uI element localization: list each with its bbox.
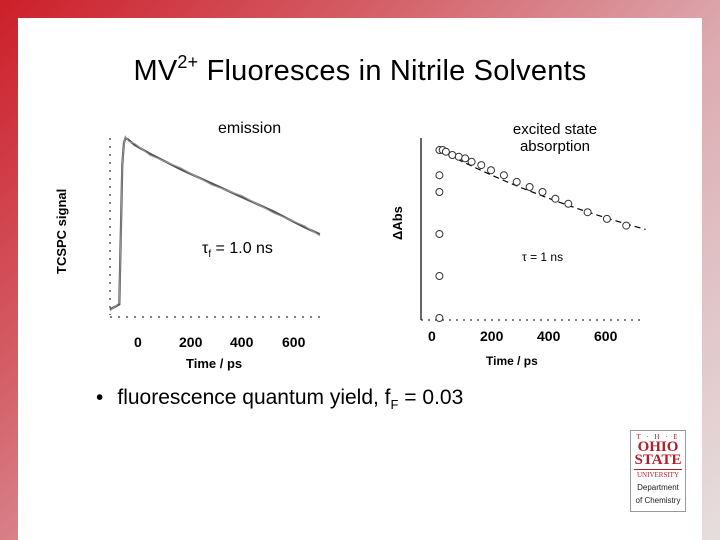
left-plot xyxy=(109,138,320,318)
esa-point xyxy=(512,177,521,186)
slide-title: MV2+ Fluoresces in Nitrile Solvents xyxy=(133,52,587,87)
left-xtick-400: 400 xyxy=(230,334,254,350)
esa-point xyxy=(487,166,495,175)
right-xtick-400: 400 xyxy=(537,328,561,344)
lifetime-annotation-left: τf = 1.0 ns xyxy=(202,240,273,261)
esa-point xyxy=(435,188,444,196)
left-xtick-600: 600 xyxy=(282,334,306,350)
left-xtick-0: 0 xyxy=(134,334,142,350)
right-xtick-600: 600 xyxy=(594,328,618,344)
esa-point xyxy=(435,171,444,180)
emission-trace xyxy=(109,136,321,311)
ohio-state-logo: T · H · E OHIO STATE UNIVERSITY Departme… xyxy=(630,430,686,512)
slide: MV2+ Fluoresces in Nitrile Solvents xyxy=(18,18,702,540)
esa-point xyxy=(622,221,631,230)
esa-point xyxy=(461,154,470,163)
right-plot xyxy=(420,138,640,321)
left-xlabel: Time / ps xyxy=(186,356,243,371)
esa-point xyxy=(477,161,486,170)
esa-point xyxy=(538,188,547,196)
esa-point xyxy=(499,171,508,180)
esa-point xyxy=(435,230,444,238)
emission-label: emission xyxy=(218,120,282,137)
emission-trace-raw xyxy=(109,135,321,312)
esa-point xyxy=(467,157,476,166)
right-xlabel: Time / ps xyxy=(486,354,538,368)
esa-point xyxy=(435,272,444,280)
lifetime-annotation-right: τ = 1 ns xyxy=(522,250,564,264)
bullet-quantum-yield: • fluorescence quantum yield, fF = 0.03 xyxy=(96,386,464,413)
right-ylabel: ΔAbs xyxy=(390,206,405,240)
esa-label: excited state absorption xyxy=(512,121,598,155)
esa-point xyxy=(564,199,573,208)
esa-point xyxy=(551,194,560,203)
esa-point xyxy=(441,147,450,156)
esa-point xyxy=(602,214,611,223)
esa-point xyxy=(448,151,457,159)
left-ylabel: TCSPC signal xyxy=(54,188,69,274)
left-xtick-200: 200 xyxy=(179,334,203,350)
right-xtick-200: 200 xyxy=(480,328,504,344)
esa-point xyxy=(525,183,534,191)
esa-point xyxy=(454,152,463,161)
esa-point xyxy=(435,314,444,322)
right-xtick-0: 0 xyxy=(428,328,436,344)
esa-point xyxy=(583,208,592,217)
